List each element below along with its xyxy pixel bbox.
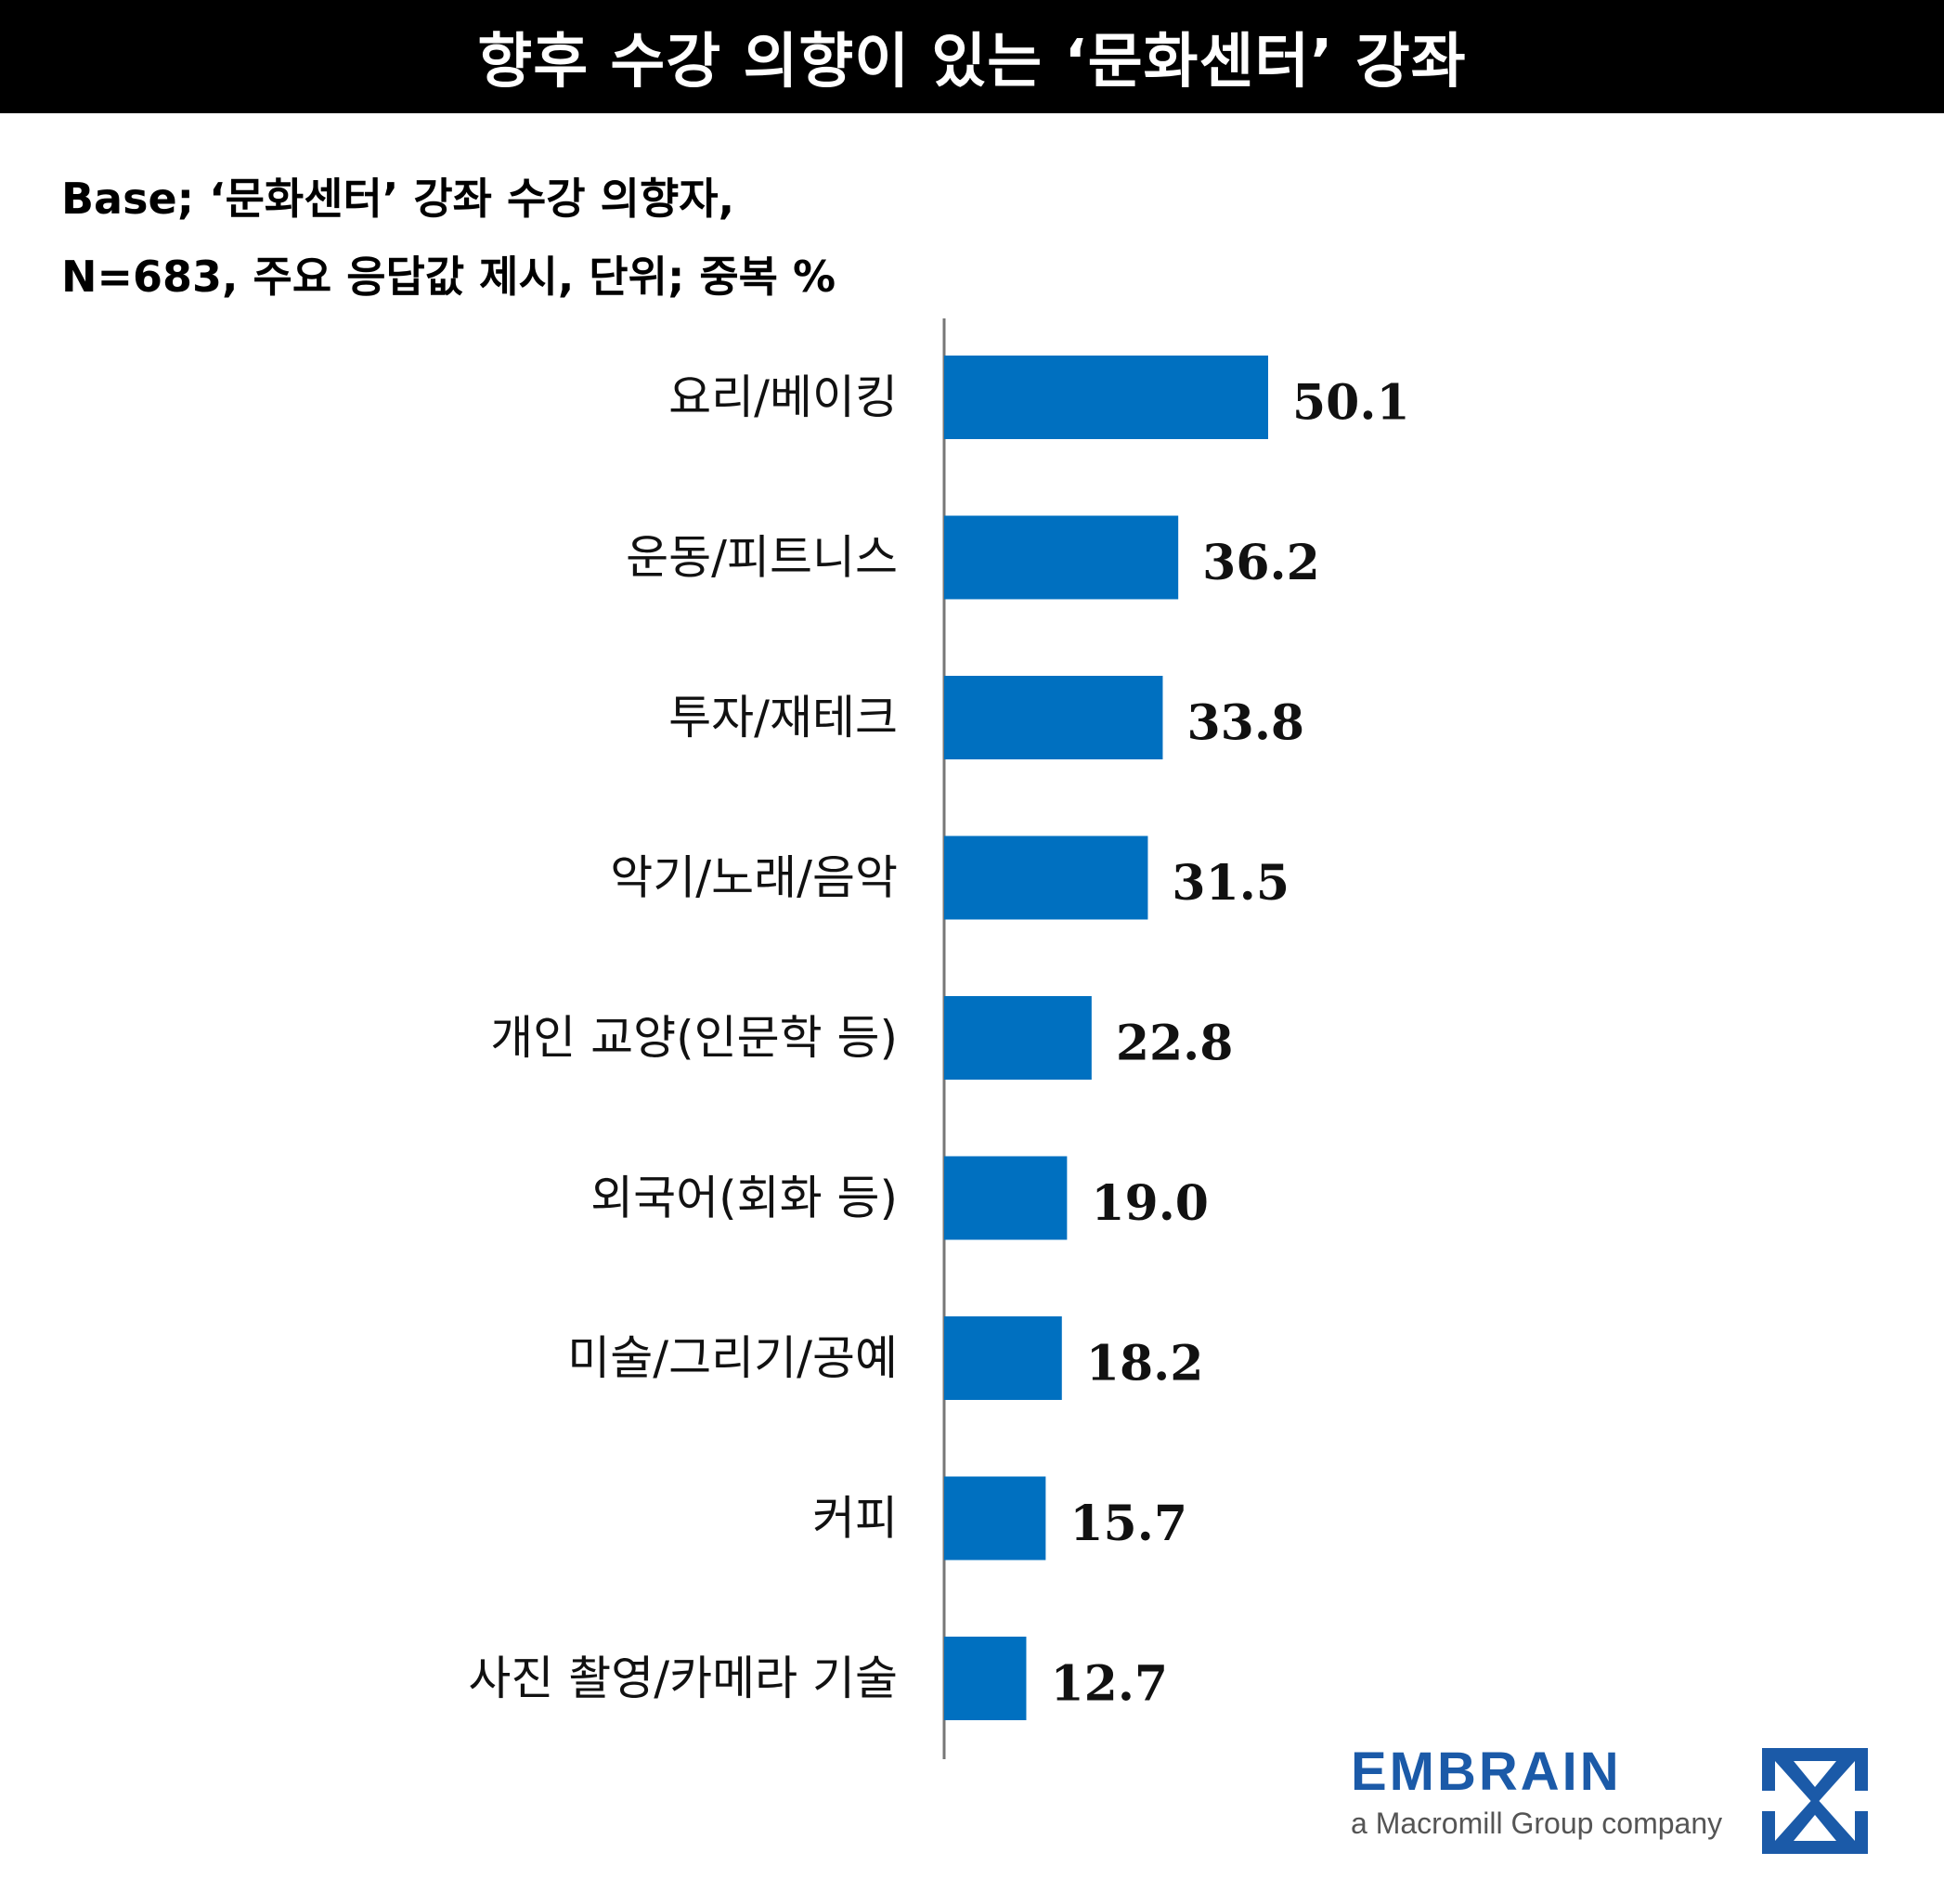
category-label-8: 사진 촬영/카메라 기술	[468, 1651, 898, 1705]
bar-6	[944, 1316, 1062, 1400]
category-label-0: 요리/베이킹	[668, 370, 898, 424]
subtitle-note: N=683, 주요 응답값 제시, 단위; 중복 %	[61, 252, 836, 302]
chart-title: 향후 수강 의향이 있는 ‘문화센터’ 강좌	[0, 0, 1944, 113]
bar-3	[944, 835, 1148, 920]
logo-wordmark: EMBRAIN	[1351, 1742, 1622, 1802]
value-label-4: 22.8	[1116, 1016, 1234, 1072]
value-label-3: 31.5	[1172, 855, 1290, 912]
bar-4	[944, 996, 1092, 1080]
value-label-8: 12.7	[1050, 1656, 1168, 1713]
embrain-logo: EMBRAIN a Macromill Group company	[1351, 1745, 1722, 1841]
category-label-6: 미술/그리기/공예	[567, 1331, 898, 1385]
value-label-2: 33.8	[1186, 695, 1304, 752]
category-label-4: 개인 교양(인문학 등)	[490, 1011, 898, 1065]
bar-5	[944, 1156, 1068, 1240]
bar-1	[944, 515, 1179, 600]
value-label-1: 36.2	[1202, 535, 1320, 591]
subtitle-base: Base; ‘문화센터’ 강좌 수강 의향자,	[61, 174, 735, 224]
category-label-3: 악기/노래/음악	[610, 851, 898, 905]
logo-tagline: a Macromill Group company	[1351, 1807, 1723, 1840]
value-label-5: 19.0	[1091, 1175, 1209, 1232]
bar-0	[944, 356, 1268, 439]
embrain-logo-icon	[1762, 1748, 1868, 1854]
category-label-7: 커피	[812, 1492, 898, 1546]
category-label-1: 운동/피트니스	[626, 531, 898, 585]
bar-7	[944, 1476, 1046, 1561]
value-label-6: 18.2	[1086, 1336, 1204, 1392]
value-label-0: 50.1	[1292, 375, 1410, 432]
category-label-2: 투자/재테크	[668, 691, 898, 745]
value-label-7: 15.7	[1069, 1496, 1187, 1552]
category-label-5: 외국어(회화 등)	[590, 1172, 898, 1225]
bar-2	[944, 676, 1163, 759]
bar-8	[944, 1637, 1027, 1720]
